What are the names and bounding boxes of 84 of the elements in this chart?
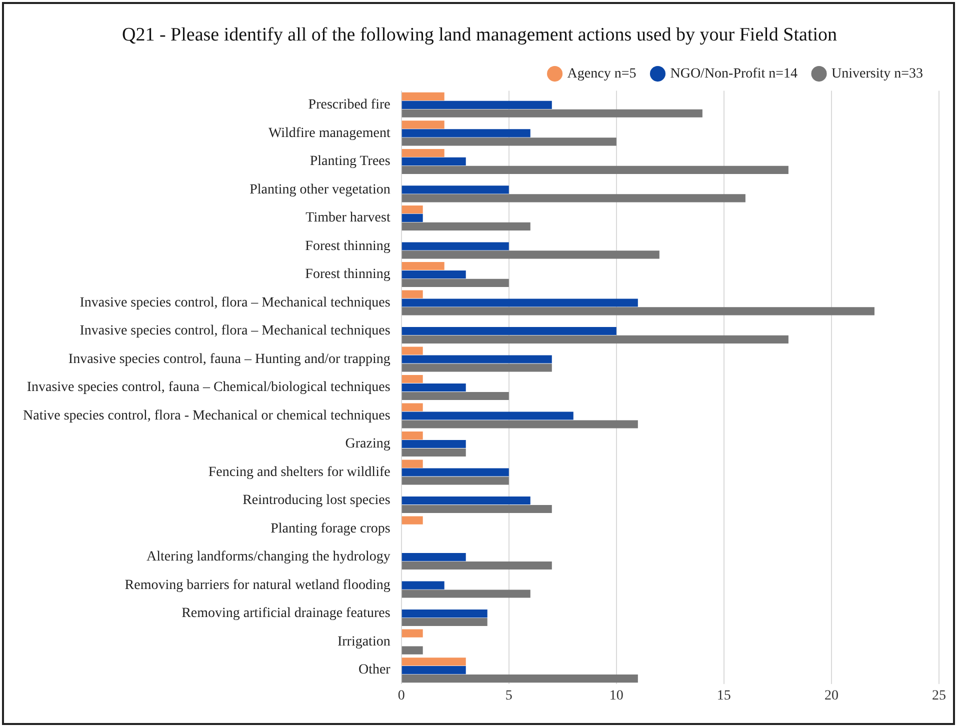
bar [402,222,530,230]
bar [402,448,466,457]
bar [402,553,466,562]
y-tick-label: Grazing [345,436,390,452]
bar [402,581,444,590]
y-tick-label: Invasive species control, flora – Mechanical techniques [80,324,390,339]
bar [402,307,874,316]
x-tick-label: 20 [824,688,838,704]
y-tick-label: Prescribed fire [308,98,390,113]
bar [402,205,423,214]
y-tick-label: Invasive species control, flora – Mechanical techniques [80,295,390,310]
bar [402,364,552,372]
bar [402,270,466,278]
x-tick-label: 25 [932,688,946,704]
y-tick-label: Irrigation [337,634,390,650]
bar [402,242,509,250]
bar [402,100,552,109]
bar [402,412,574,420]
y-tick-label: Fencing and shelters for wildlife [208,464,390,480]
bar [402,516,423,524]
bar [402,646,423,654]
bar [402,148,444,157]
bar [402,618,488,626]
bar [402,561,552,570]
bar [402,109,702,118]
bar [402,590,530,598]
bar [402,355,552,364]
y-tick-label: Other [358,662,391,678]
y-tick-label: Reintroducing lost species [242,493,390,508]
bar [402,666,466,674]
bar [402,658,466,666]
bar [402,504,552,514]
y-tick-label: Forest thinning [305,267,390,282]
bar [402,250,660,259]
y-tick-label: Native species control, flora - Mechanical or chemical techniques [23,408,390,424]
y-tick-label: Planting Trees [310,154,390,170]
bar [402,392,509,400]
bar [402,92,444,100]
x-tick-label: 5 [505,688,512,704]
bar [402,629,423,638]
bar [402,298,638,307]
x-tick-label: 10 [609,688,624,704]
bar [402,383,466,392]
bar [402,166,788,174]
y-tick-label: Planting other vegetation [250,182,390,198]
bar [402,468,509,476]
bar [402,214,423,222]
bar [402,326,616,336]
bar [402,138,616,146]
bar [402,335,788,344]
bar [402,374,423,384]
y-tick-label: Removing artificial drainage features [182,606,390,622]
legend-label: University n=33 [832,66,923,82]
bar [402,120,444,129]
bar [402,262,444,270]
bar [402,129,530,138]
bar [402,460,423,468]
bar [402,496,530,505]
x-tick-label: 0 [398,688,405,704]
y-tick-label: Timber harvest [306,210,390,226]
y-tick-label: Invasive species control, fauna – Hunting and/or trapping [68,352,390,367]
bar [402,610,488,618]
bar [402,440,466,448]
bar [402,186,509,194]
bar [402,403,423,412]
bar [402,290,423,298]
legend-label: Agency n=5 [567,66,636,82]
y-tick-label: Wildfire management [268,126,390,141]
bar [402,674,638,683]
bar [402,157,466,166]
chart-title: Q21 - Please identify all of the following land management actions used by your Field Station [122,24,838,46]
bar [402,278,509,287]
y-tick-label: Invasive species control, fauna – Chemical/biological techniques [26,380,390,396]
bar [402,420,638,428]
x-tick-label: 15 [716,688,731,704]
bar [402,346,423,355]
y-tick-label: Altering landforms/changing the hydrology [146,550,390,565]
bar [402,432,423,440]
y-tick-label: Removing barriers for natural wetland flooding [124,578,390,593]
bar [402,194,746,202]
bar [402,476,509,485]
legend-label: NGO/Non-Profit n=14 [670,66,798,82]
y-tick-label: Forest thinning [305,238,390,254]
y-tick-label: Planting forage crops [270,521,390,536]
